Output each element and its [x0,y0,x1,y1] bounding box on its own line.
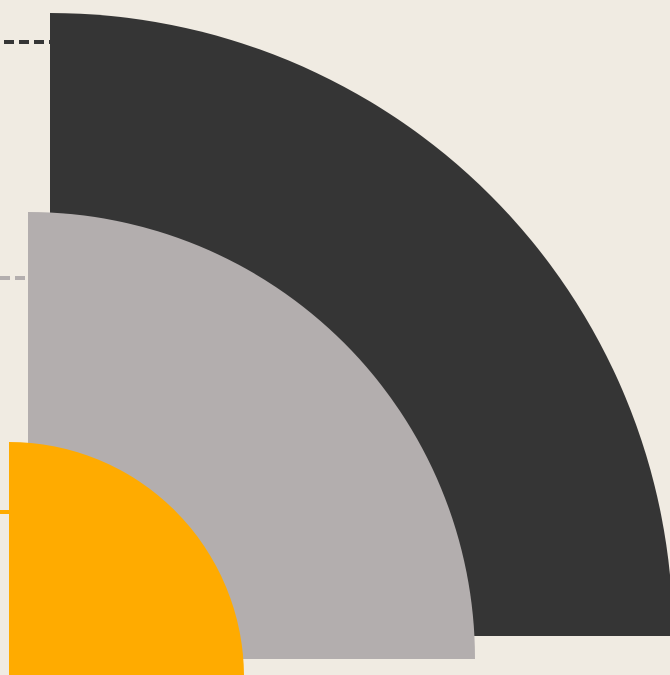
small-quarter-circle [9,442,244,675]
